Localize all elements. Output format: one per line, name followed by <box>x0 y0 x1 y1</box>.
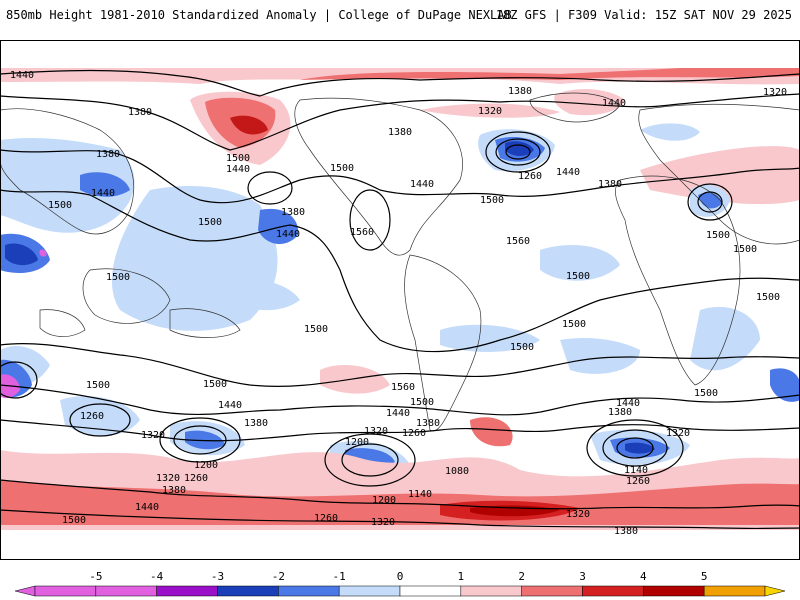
colorbar-tick-label: 3 <box>579 570 586 583</box>
contour-label: 1440 <box>10 70 34 81</box>
contour-label: 1260 <box>184 473 208 484</box>
map-title: 850mb Height 1981-2010 Standardized Anom… <box>6 8 512 22</box>
contour-label: 1440 <box>556 167 580 178</box>
contour-label: 1200 <box>345 437 369 448</box>
colorbar-segment <box>338 585 401 597</box>
contour-label: 1380 <box>388 127 412 138</box>
colorbar-tick-label: -4 <box>150 570 164 583</box>
contour-label: 1380 <box>416 418 440 429</box>
colorbar-segment <box>582 585 644 597</box>
contour-label: 1500 <box>733 244 757 255</box>
contour-label: 1500 <box>562 319 586 330</box>
contour-label: 1320 <box>141 430 165 441</box>
contour-label: 1260 <box>518 171 542 182</box>
contour-label: 1440 <box>218 400 242 411</box>
contour-label: 1500 <box>330 163 354 174</box>
colorbar-tick-label: 1 <box>458 570 465 583</box>
contour-label: 1500 <box>86 380 110 391</box>
contour-label: 1500 <box>756 292 780 303</box>
contour-label: 1500 <box>62 515 86 526</box>
contour-label: 1260 <box>402 428 426 439</box>
contour-label: 1500 <box>226 153 250 164</box>
contour-label: 1140 <box>408 489 432 500</box>
contour-label: 1260 <box>626 476 650 487</box>
contour-label: 1320 <box>666 428 690 439</box>
height-contours <box>0 69 800 530</box>
contour-label: 1440 <box>616 398 640 409</box>
contour-label: 1500 <box>566 271 590 282</box>
map-header: 850mb Height 1981-2010 Standardized Anom… <box>0 0 800 40</box>
colorbar-tick-label: -1 <box>333 570 346 583</box>
contour-label: 1500 <box>694 388 718 399</box>
contour-label: 1320 <box>566 509 590 520</box>
contour-label: 1380 <box>162 485 186 496</box>
contour-label: 1440 <box>410 179 434 190</box>
contour-label: 1200 <box>372 495 396 506</box>
contour-label: 1500 <box>198 217 222 228</box>
model-run-info: 18Z GFS | F309 Valid: 15Z SAT NOV 29 202… <box>495 8 792 22</box>
contour-label: 1500 <box>510 342 534 353</box>
contour-label: 1200 <box>194 460 218 471</box>
colorbar-segments <box>14 585 786 597</box>
colorbar-segment <box>278 585 340 597</box>
colorbar-under-arrow <box>14 585 36 597</box>
contour-label: 1380 <box>614 526 638 537</box>
contour-label: 1500 <box>106 272 130 283</box>
contour-label: 1380 <box>598 179 622 190</box>
anomaly-shading <box>0 68 800 530</box>
contour-label: 1080 <box>445 466 469 477</box>
colorbar-segment <box>156 585 218 597</box>
colorbar-tick-label: -3 <box>211 570 224 583</box>
contour-label: 1440 <box>386 408 410 419</box>
colorbar-over-arrow <box>764 585 786 597</box>
contour-label: 1560 <box>350 227 374 238</box>
anomaly-colorbar: -5 -4 -3 -2 -1 0 1 2 3 4 5 <box>14 570 786 597</box>
colorbar-segment <box>703 585 766 597</box>
contour-label: 1560 <box>391 382 415 393</box>
contour-label: 1380 <box>128 107 152 118</box>
contour-label: 1320 <box>763 87 787 98</box>
contour-label: 1440 <box>91 188 115 199</box>
contour-label: 1500 <box>203 379 227 390</box>
contour-label: 1380 <box>96 149 120 160</box>
contour-label: 1320 <box>364 426 388 437</box>
contour-label: 1500 <box>480 195 504 206</box>
colorbar-segment <box>460 585 522 597</box>
contour-label: 1260 <box>314 513 338 524</box>
contour-label: 1560 <box>506 236 530 247</box>
contour-label: 1320 <box>156 473 180 484</box>
colorbar-tick-label: 4 <box>640 570 647 583</box>
colorbar-tick-label: -5 <box>89 570 102 583</box>
continent-outlines <box>0 92 800 432</box>
colorbar-tick-label: 5 <box>701 570 708 583</box>
colorbar-segment <box>521 585 583 597</box>
contour-label: 1260 <box>80 411 104 422</box>
contour-label: 1500 <box>48 200 72 211</box>
colorbar-segment <box>643 585 705 597</box>
colorbar-segment <box>217 585 279 597</box>
contour-label: 1500 <box>410 397 434 408</box>
contour-label: 1500 <box>706 230 730 241</box>
contour-label: 1440 <box>602 98 626 109</box>
colorbar-tick-label: -2 <box>272 570 285 583</box>
contour-label: 1320 <box>371 517 395 528</box>
contour-label: 1380 <box>281 207 305 218</box>
contour-label: 1380 <box>608 407 632 418</box>
contour-label: 1500 <box>304 324 328 335</box>
colorbar-tick-labels: -5 -4 -3 -2 -1 0 1 2 3 4 5 <box>89 570 707 583</box>
contour-label: 1320 <box>478 106 502 117</box>
colorbar-tick-label: 0 <box>397 570 404 583</box>
contour-label: 1440 <box>226 164 250 175</box>
contour-label: 1380 <box>244 418 268 429</box>
colorbar-tick-label: 2 <box>518 570 525 583</box>
colorbar-segment <box>34 585 97 597</box>
colorbar-segment <box>95 585 157 597</box>
contour-label: 1140 <box>624 465 648 476</box>
contour-label: 1440 <box>135 502 159 513</box>
contour-label: 1380 <box>508 86 532 97</box>
colorbar-segment <box>399 585 462 597</box>
contour-label: 1440 <box>276 229 300 240</box>
